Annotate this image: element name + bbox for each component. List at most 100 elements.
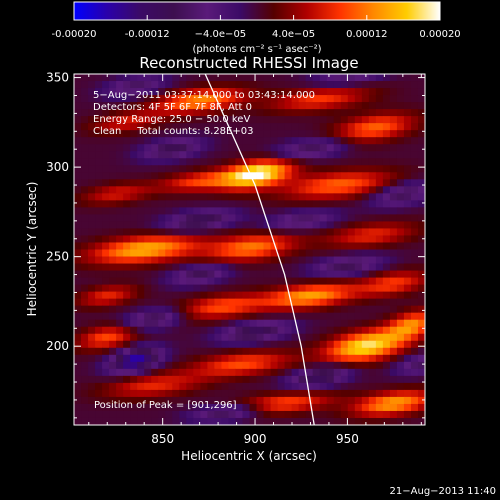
heatmap-cell <box>172 116 180 124</box>
heatmap-cell <box>88 312 96 321</box>
heatmap-cell <box>214 347 222 356</box>
heatmap-cell <box>347 151 356 159</box>
heatmap-cell <box>396 165 405 173</box>
heatmap-cell <box>361 389 370 398</box>
heatmap-cell <box>319 305 328 314</box>
heatmap-cell <box>312 312 321 321</box>
heatmap-cell <box>340 109 349 117</box>
heatmap-cell <box>165 361 173 370</box>
heatmap-cell <box>158 200 166 208</box>
heatmap-cell <box>179 242 187 250</box>
heatmap-cell <box>354 305 363 314</box>
heatmap-cell <box>249 165 257 173</box>
heatmap-cell <box>81 326 89 335</box>
heatmap-cell <box>389 396 398 405</box>
heatmap-cell <box>354 172 363 180</box>
heatmap-cell <box>361 410 370 419</box>
heatmap-cell <box>375 144 384 152</box>
solar-limb-line <box>204 74 315 425</box>
heatmap-cell <box>242 74 250 82</box>
heatmap-cell <box>228 235 236 243</box>
heatmap-cell <box>172 375 180 384</box>
heatmap-cell <box>221 165 229 173</box>
heatmap-cell <box>333 312 342 321</box>
heatmap-cell <box>74 389 82 398</box>
heatmap-cell <box>263 102 271 110</box>
heatmap-cell <box>347 235 356 243</box>
heatmap-cell <box>291 298 300 307</box>
heatmap-cell <box>284 200 293 208</box>
heatmap-cell <box>102 368 110 377</box>
heatmap-cell <box>186 396 194 405</box>
heatmap-cell <box>298 361 307 370</box>
heatmap-cell <box>277 284 285 293</box>
heatmap-cell <box>417 116 425 124</box>
heatmap-cell <box>179 396 187 405</box>
heatmap-cell <box>221 347 229 356</box>
heatmap-cell <box>151 333 159 342</box>
heatmap-cell <box>158 298 166 307</box>
heatmap-cell <box>228 214 236 222</box>
heatmap-cell <box>298 256 307 264</box>
heatmap-cell <box>172 396 180 405</box>
heatmap-cell <box>81 193 89 201</box>
heatmap-cell <box>396 389 405 398</box>
heatmap-cell <box>270 249 278 257</box>
heatmap-cell <box>417 88 425 96</box>
heatmap-cell <box>116 88 124 96</box>
heatmap-cell <box>123 109 131 117</box>
heatmap-cell <box>207 410 215 419</box>
heatmap-cell <box>158 305 166 314</box>
heatmap-cell <box>417 207 425 215</box>
heatmap-cell <box>312 249 321 257</box>
heatmap-cell <box>368 319 377 328</box>
heatmap-cell <box>221 417 229 425</box>
heatmap-cell <box>207 88 215 96</box>
heatmap-cell <box>158 186 166 194</box>
heatmap-cell <box>74 312 82 321</box>
heatmap-cell <box>284 179 293 187</box>
heatmap-cell <box>193 207 201 215</box>
heatmap-cell <box>235 319 243 328</box>
heatmap-cell <box>270 291 278 300</box>
heatmap-cell <box>193 396 201 405</box>
heatmap-cell <box>123 312 131 321</box>
heatmap-cell <box>389 179 398 187</box>
heatmap-cell <box>361 312 370 321</box>
heatmap-cell <box>361 319 370 328</box>
heatmap-cell <box>256 347 264 356</box>
heatmap-cell <box>417 193 425 201</box>
heatmap-cell <box>186 270 194 278</box>
heatmap-cell <box>347 284 356 293</box>
heatmap-cell <box>389 74 398 82</box>
heatmap-cell <box>410 235 419 243</box>
heatmap-cell <box>270 228 278 236</box>
heatmap-cell <box>382 165 391 173</box>
heatmap-cell <box>347 179 356 187</box>
heatmap-cell <box>347 242 356 250</box>
heatmap-cell <box>228 284 236 293</box>
heatmap-cell <box>326 256 335 264</box>
heatmap-cell <box>312 193 321 201</box>
heatmap-cell <box>396 375 405 384</box>
heatmap-cell <box>403 137 412 145</box>
heatmap-cell <box>312 95 321 103</box>
heatmap-cell <box>361 298 370 307</box>
heatmap-cell <box>361 340 370 349</box>
heatmap-cell <box>74 340 82 349</box>
heatmap-cell <box>151 207 159 215</box>
heatmap-cell <box>123 340 131 349</box>
heatmap-cell <box>179 123 187 131</box>
heatmap-cell <box>249 256 257 264</box>
heatmap-cell <box>263 298 271 307</box>
heatmap-cell <box>417 214 425 222</box>
heatmap-cell <box>221 158 229 166</box>
heatmap-cell <box>277 256 285 264</box>
heatmap-cell <box>214 389 222 398</box>
heatmap-cell <box>354 340 363 349</box>
heatmap-cell <box>340 382 349 391</box>
heatmap-cell <box>74 354 82 363</box>
heatmap-cell <box>95 256 103 264</box>
heatmap-cell <box>102 305 110 314</box>
heatmap-cell <box>130 319 138 328</box>
